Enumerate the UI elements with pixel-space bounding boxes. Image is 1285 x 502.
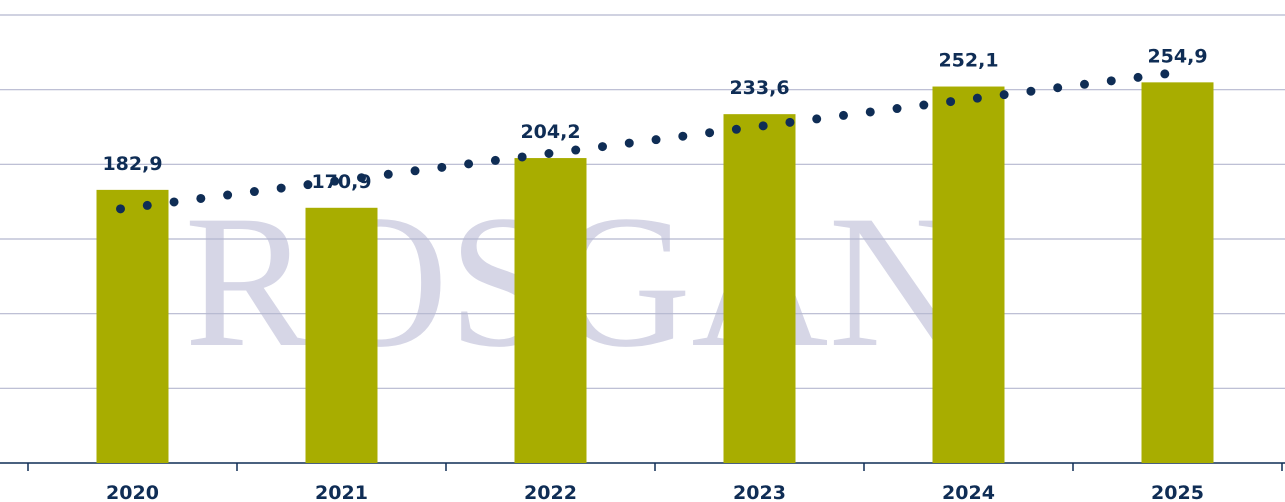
value-label: 182,9 bbox=[102, 153, 162, 175]
x-tick-label: 2024 bbox=[942, 482, 995, 502]
bar bbox=[306, 208, 378, 463]
value-label: 254,9 bbox=[1147, 45, 1207, 67]
value-label: 204,2 bbox=[520, 121, 580, 143]
x-tick-label: 2023 bbox=[733, 482, 786, 502]
value-label: 252,1 bbox=[938, 50, 998, 72]
x-tick-label: 2021 bbox=[315, 482, 368, 502]
bar bbox=[515, 158, 587, 463]
chart: ROSGAN 202020212022202320242025182,9170,… bbox=[0, 0, 1285, 502]
bar bbox=[97, 190, 169, 463]
x-tick-label: 2022 bbox=[524, 482, 577, 502]
x-tick-label: 2020 bbox=[106, 482, 159, 502]
x-tick-label: 2025 bbox=[1151, 482, 1204, 502]
value-label: 170,9 bbox=[311, 171, 371, 193]
bar bbox=[933, 87, 1005, 463]
value-label: 233,6 bbox=[729, 77, 789, 99]
bar bbox=[724, 114, 796, 463]
bar bbox=[1142, 82, 1214, 463]
